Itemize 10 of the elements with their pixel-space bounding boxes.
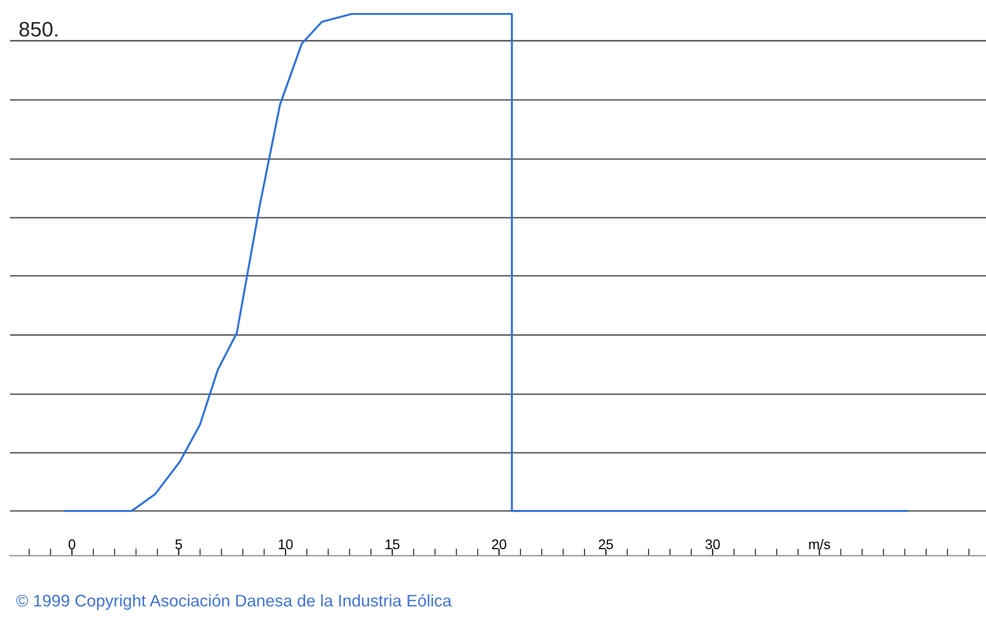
x-tick-label: 30 bbox=[705, 539, 720, 550]
x-tick-label: 10 bbox=[278, 539, 293, 550]
text: © 1999 Copyright Asociación Danesa de la Industria Eólica bbox=[16, 594, 452, 610]
x-tick-label: 25 bbox=[598, 539, 613, 550]
x-tick-label: 5 bbox=[175, 540, 182, 550]
annotation: 850. bbox=[19, 22, 58, 37]
x-tick-label: m/s bbox=[809, 539, 830, 550]
x-tick-label: 20 bbox=[492, 539, 506, 550]
x-tick-label: 0 bbox=[68, 539, 76, 550]
x-tick-label: 15 bbox=[386, 540, 400, 550]
